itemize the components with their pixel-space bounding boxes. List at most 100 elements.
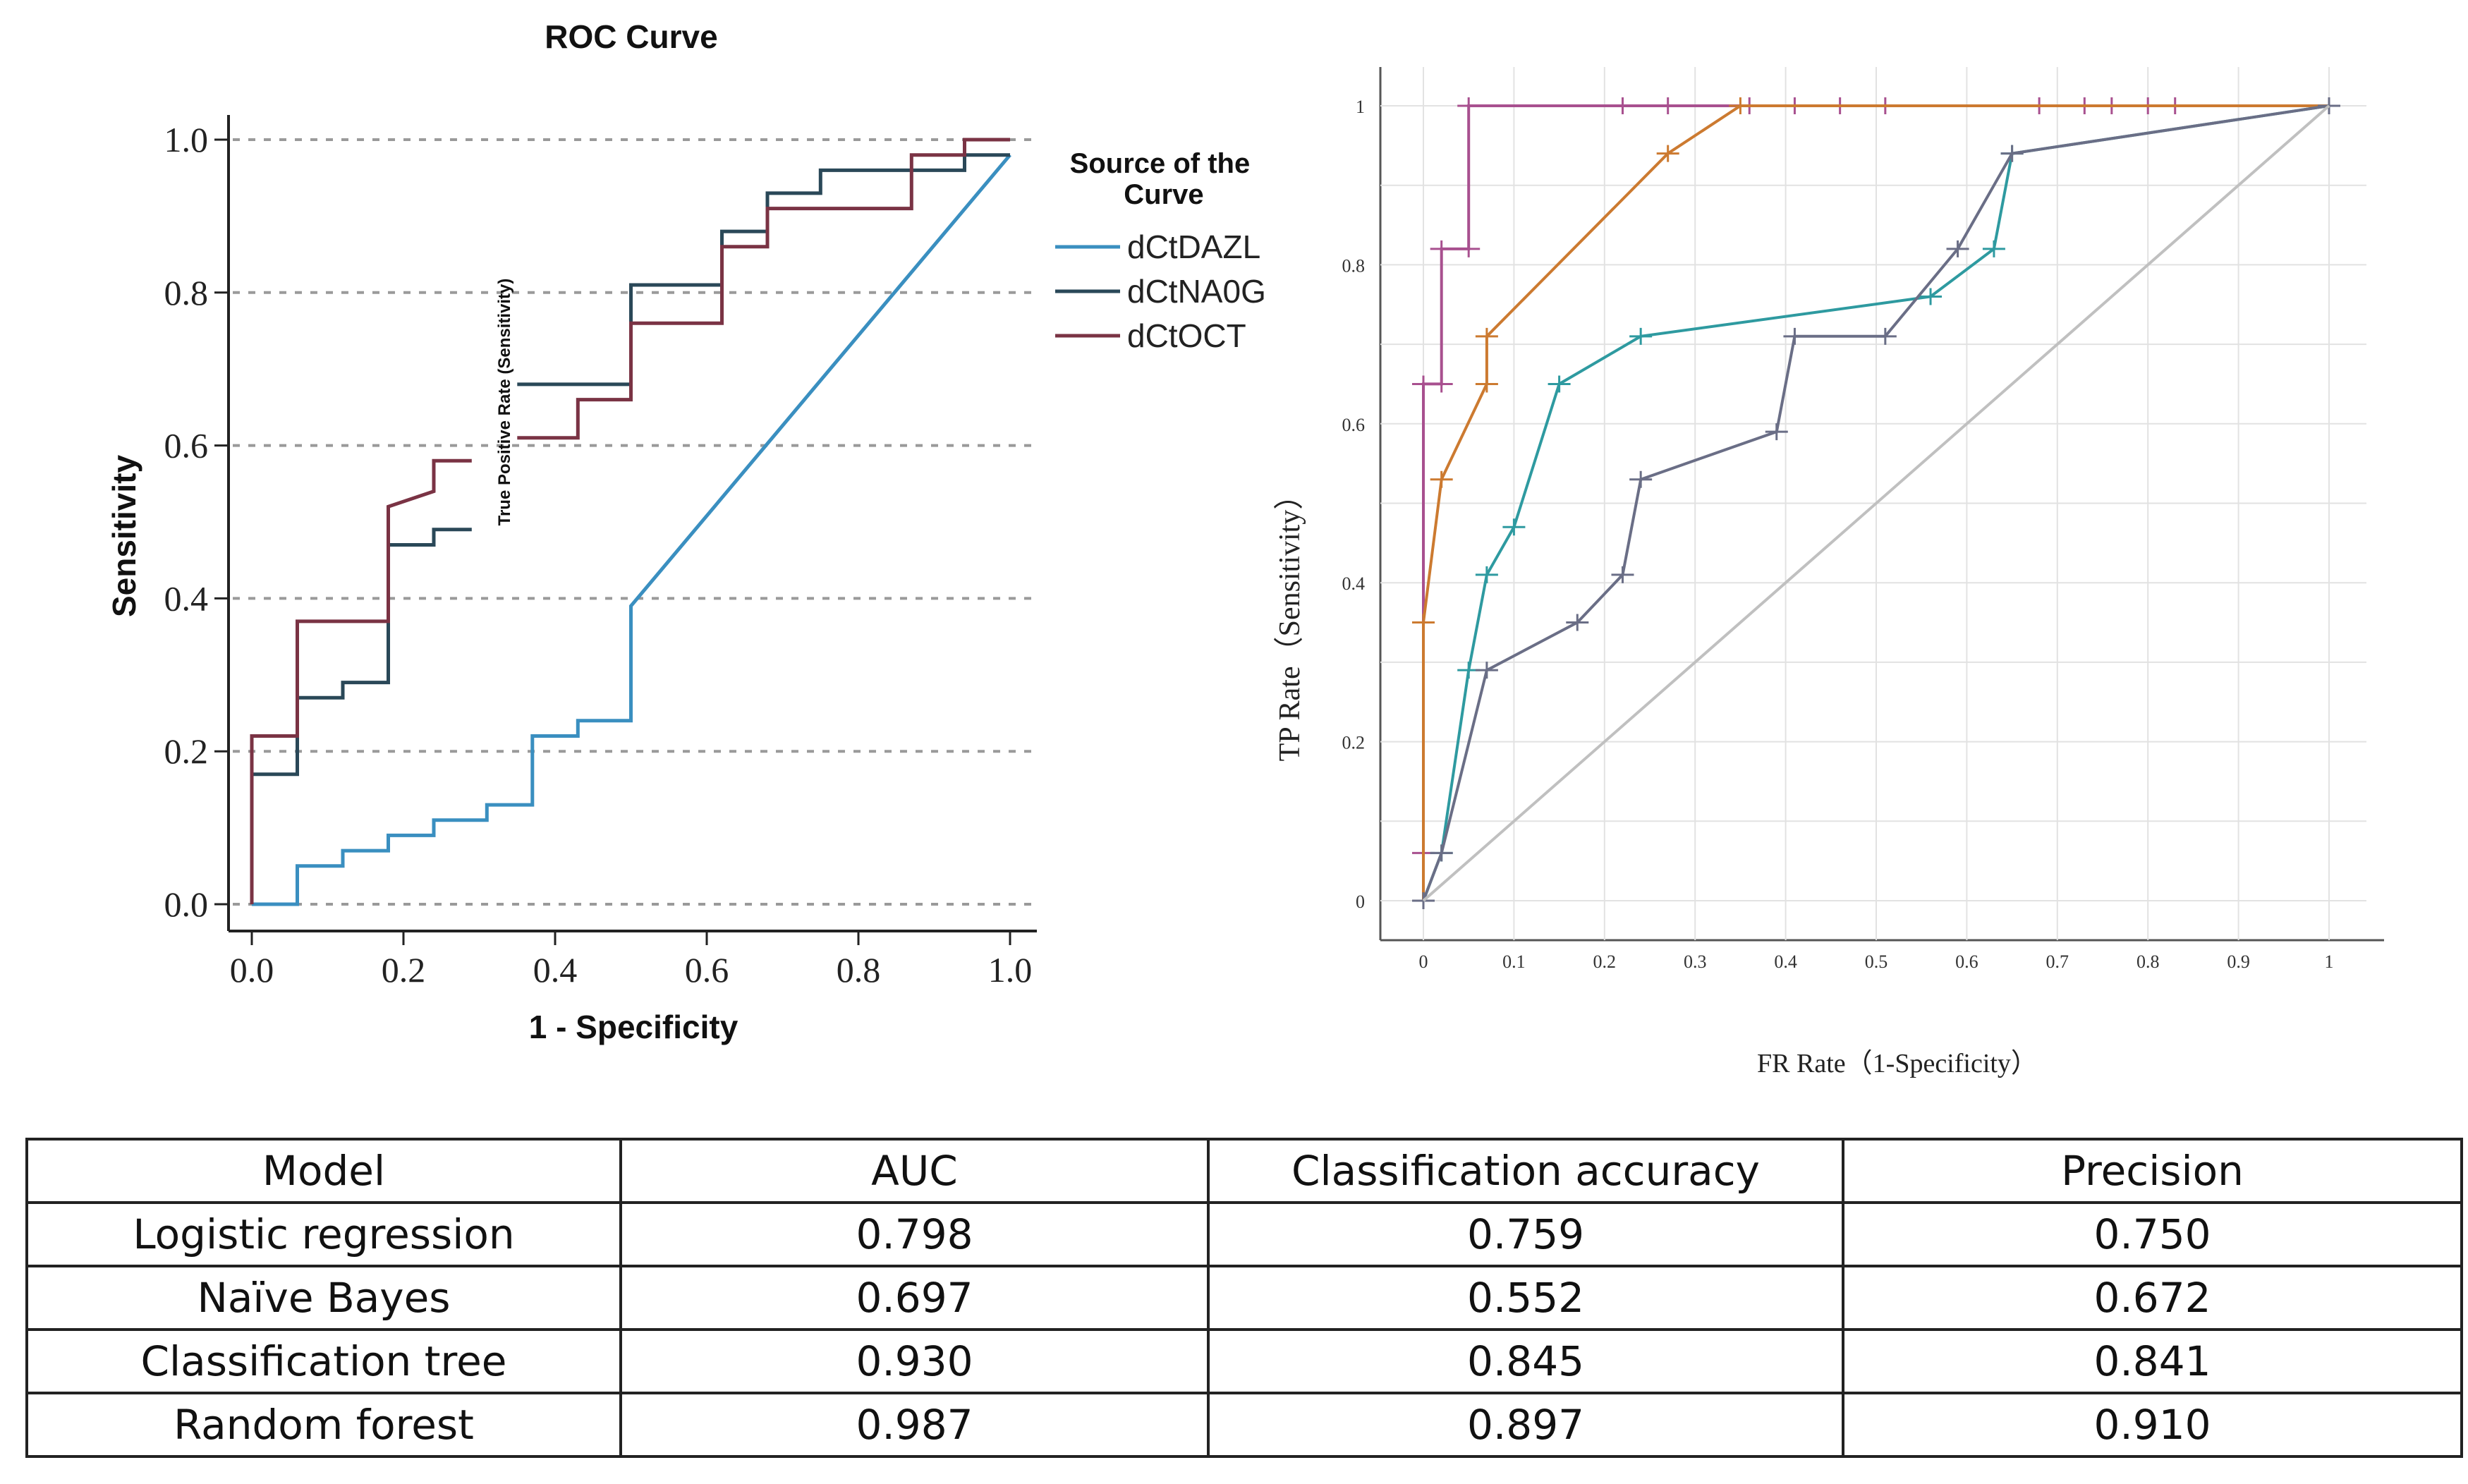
cell-accuracy: 0.552: [1207, 1265, 1844, 1331]
table-row: Random forest 0.987 0.897 0.910: [25, 1392, 2463, 1458]
right-x-tick-label: 0.6: [1955, 951, 1978, 972]
right-point-marker-slate: [1946, 240, 1969, 257]
header-accuracy: Classification accuracy: [1207, 1138, 1844, 1204]
left-series: [250, 138, 1011, 906]
cell-model: Random forest: [25, 1392, 622, 1458]
left-series-line-dCtOCT: [517, 138, 1010, 440]
left-y-tick-label: 0.6: [164, 426, 209, 466]
right-x-tick-label: 0.1: [1502, 951, 1526, 972]
right-point-marker-purple: [1457, 97, 1481, 114]
right-point-marker-teal: [1629, 327, 1653, 345]
right-point-marker-slate: [2000, 145, 2024, 162]
metrics-table: Model AUC Classification accuracy Precis…: [25, 1138, 2463, 1458]
right-point-marker-slate: [1475, 662, 1498, 679]
right-point-marker-teal: [1982, 240, 2005, 257]
cell-accuracy: 0.759: [1207, 1201, 1844, 1267]
left-legend: Source of the Curve dCtDAZL dCtNA0G dCtOCT: [1055, 148, 1266, 354]
left-x-ticks: 0.0 0.2 0.4 0.6 0.8 1.0: [230, 931, 1033, 990]
right-point-marker-teal: [1919, 288, 1943, 305]
left-y-tick-label: 0.8: [164, 273, 209, 312]
right-point-marker-slate: [1629, 470, 1653, 488]
cell-precision: 0.672: [1842, 1265, 2463, 1331]
cell-precision: 0.750: [1842, 1201, 2463, 1267]
right-x-tick-label: 0.9: [2227, 951, 2250, 972]
left-x-axis-label: 1 - Specificity: [529, 1009, 738, 1045]
left-y-tick-label: 0.2: [164, 731, 209, 771]
right-point-marker-orange: [1656, 145, 1679, 162]
right-point-marker-teal: [1475, 566, 1498, 583]
left-gridlines: [233, 138, 1037, 906]
table-row: Logistic regression 0.798 0.759 0.750: [25, 1201, 2463, 1267]
right-y-tick-label: 0.8: [1342, 255, 1366, 276]
right-y-ticks: 0 0.2 0.4 0.6 0.8 1: [1342, 97, 1366, 912]
table-header-row: Model AUC Classification accuracy Precis…: [25, 1138, 2463, 1204]
right-roc-chart: 0 0.2 0.4 0.6 0.8 1 0 0.1 0.2 0.3 0.4 0.5 0.6 0.7 0.8…: [1274, 67, 2384, 1078]
right-point-marker-slate: [1765, 423, 1788, 441]
right-point-marker-purple: [1457, 240, 1481, 257]
left-chart-title: ROC Curve: [545, 18, 717, 55]
cell-accuracy: 0.897: [1207, 1392, 1844, 1458]
right-series-line-orange: [1422, 104, 2329, 901]
table-row: Classification tree 0.930 0.845 0.841: [25, 1328, 2463, 1394]
left-inner-axis-label: True Positive Rate (Sensitivity): [495, 279, 514, 526]
cell-precision: 0.910: [1842, 1392, 2463, 1458]
left-x-tick-label: 0.0: [230, 950, 274, 990]
right-point-marker-orange: [1412, 614, 1435, 631]
legend-title-line-2: Curve: [1124, 179, 1203, 210]
cell-accuracy: 0.845: [1207, 1328, 1844, 1394]
right-point-marker-slate: [1566, 614, 1589, 631]
right-point-marker-orange: [1729, 97, 1752, 114]
right-point-marker-slate: [1873, 327, 1897, 345]
right-y-axis-label: TP Rate（Sensitivity）: [1274, 480, 1306, 762]
right-x-tick-label: 0.5: [1865, 951, 1888, 972]
legend-label-dCtOCT: dCtOCT: [1127, 317, 1246, 354]
right-x-tick-label: 0.3: [1684, 951, 1707, 972]
cell-model: Naïve Bayes: [25, 1265, 622, 1331]
right-x-tick-label: 0: [1419, 951, 1428, 972]
right-point-marker-purple: [1430, 375, 1453, 393]
figure-canvas: ROC Curve 0.0 0.2 0.4 0.6 0.8 1.0 0.0 0.2 0.4 0.…: [106, 18, 2384, 1078]
right-series: [1412, 97, 2340, 909]
left-y-tick-label: 1.0: [164, 120, 209, 159]
right-point-marker-purple: [1611, 97, 1634, 114]
left-x-tick-label: 1.0: [988, 950, 1033, 990]
left-x-tick-label: 0.2: [382, 950, 426, 990]
right-y-tick-label: 0.2: [1342, 733, 1366, 753]
legend-label-dCtNA0G: dCtNA0G: [1127, 273, 1266, 310]
right-point-marker-orange: [1430, 470, 1453, 488]
right-x-tick-label: 0.8: [2136, 951, 2160, 972]
left-x-tick-label: 0.4: [533, 950, 578, 990]
left-series-line-dCtOCT: [250, 458, 472, 904]
metrics-table-container: Model AUC Classification accuracy Precis…: [25, 1138, 2463, 1458]
left-x-tick-label: 0.8: [837, 950, 881, 990]
right-y-tick-label: 0: [1356, 892, 1365, 912]
left-series-line-dCtNA0G: [517, 153, 1010, 387]
right-series-line-slate: [1422, 104, 2330, 901]
right-point-marker-slate: [1783, 327, 1806, 345]
legend-title: Source of the Curve: [1070, 148, 1258, 210]
right-point-marker-orange: [1475, 375, 1498, 393]
right-point-marker-orange: [1475, 327, 1498, 345]
cell-model: Logistic regression: [25, 1201, 622, 1267]
left-y-ticks: 0.0 0.2 0.4 0.6 0.8 1.0: [164, 120, 229, 924]
right-point-marker-slate: [1430, 844, 1453, 862]
right-y-tick-label: 1: [1356, 97, 1365, 117]
right-x-tick-label: 0.2: [1593, 951, 1617, 972]
cell-auc: 0.987: [619, 1392, 1210, 1458]
right-x-tick-label: 1: [2325, 951, 2334, 972]
legend-label-dCtDAZL: dCtDAZL: [1127, 229, 1260, 265]
header-model: Model: [25, 1138, 622, 1204]
right-point-marker-teal: [1502, 518, 1526, 536]
left-y-tick-label: 0.0: [164, 884, 209, 924]
right-x-ticks: 0 0.1 0.2 0.3 0.4 0.5 0.6 0.7 0.8 0.9 1: [1419, 951, 2334, 972]
right-y-tick-label: 0.6: [1342, 415, 1366, 435]
right-point-marker-purple: [1656, 97, 1679, 114]
right-point-marker-purple: [1430, 240, 1453, 257]
cell-auc: 0.930: [619, 1328, 1210, 1394]
left-series-line-dCtDAZL: [252, 154, 1011, 906]
left-y-axis-label: Sensitivity: [106, 455, 142, 618]
right-x-axis-label: FR Rate（1-Specificity）: [1757, 1049, 2038, 1078]
table-row: Naïve Bayes 0.697 0.552 0.672: [25, 1265, 2463, 1331]
right-y-tick-label: 0.4: [1342, 573, 1366, 594]
cell-precision: 0.841: [1842, 1328, 2463, 1394]
